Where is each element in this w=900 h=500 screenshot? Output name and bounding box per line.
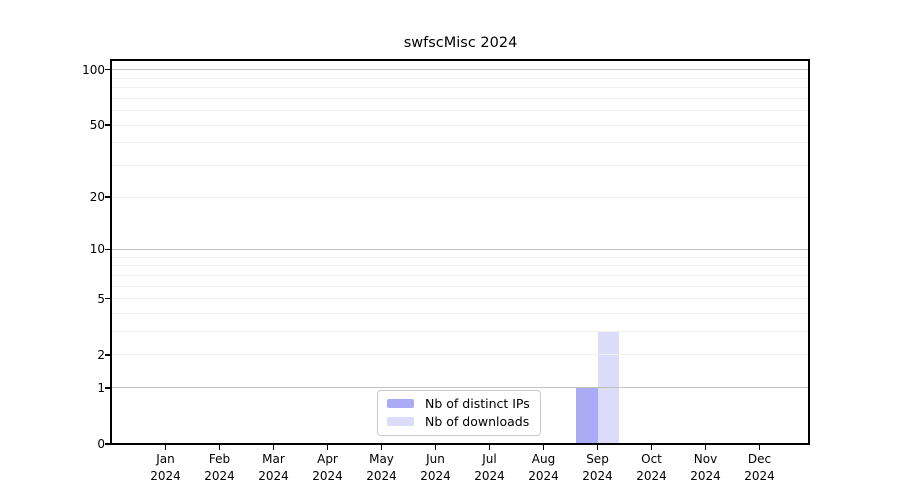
gridline-minor: [112, 298, 808, 300]
x-tick-year: 2024: [636, 469, 667, 483]
x-tick: [326, 445, 329, 450]
gridline-minor: [112, 196, 808, 198]
x-tick-year: 2024: [258, 469, 289, 483]
x-tick: [380, 445, 383, 450]
y-tick-label: 0: [97, 437, 105, 451]
legend-item-distinct-ips: Nb of distinct IPs: [387, 396, 530, 411]
x-tick-month: Oct: [641, 452, 662, 466]
x-tick: [164, 445, 167, 450]
gridline-minor: [112, 164, 808, 166]
x-tick-label: Mar 2024: [242, 451, 306, 485]
x-tick-year: 2024: [528, 469, 559, 483]
x-tick: [758, 445, 761, 450]
y-tick-label: 10: [89, 242, 105, 257]
x-tick: [218, 445, 221, 450]
y-tick-label: 100: [82, 62, 105, 77]
legend-label-distinct-ips: Nb of distinct IPs: [425, 396, 530, 411]
legend-swatch-downloads: [387, 417, 414, 426]
legend-swatch-distinct-ips: [387, 399, 414, 408]
gridline-minor: [112, 285, 808, 287]
x-tick-label: Dec 2024: [728, 451, 792, 485]
x-tick-year: 2024: [312, 469, 343, 483]
x-tick-label: Nov 2024: [674, 451, 738, 485]
gridline-minor: [112, 331, 808, 333]
x-tick-month: Sep: [586, 452, 609, 466]
x-tick-month: Apr: [317, 452, 338, 466]
y-tick-label: 1: [97, 380, 105, 395]
x-tick-month: Mar: [262, 452, 285, 466]
x-tick-label: May 2024: [350, 451, 414, 485]
legend-label-downloads: Nb of downloads: [425, 414, 530, 429]
x-tick-year: 2024: [690, 469, 721, 483]
legend-item-downloads: Nb of downloads: [387, 414, 530, 429]
x-tick-label: Aug 2024: [512, 451, 576, 485]
y-tick: [105, 248, 111, 251]
x-tick-year: 2024: [150, 469, 181, 483]
x-tick-label: Oct 2024: [620, 451, 684, 485]
x-tick: [272, 445, 275, 450]
gridline-major: [112, 69, 808, 71]
x-tick-year: 2024: [204, 469, 235, 483]
x-tick-month: Nov: [693, 452, 718, 466]
x-tick-label: Jul 2024: [458, 451, 522, 485]
x-tick: [488, 445, 491, 450]
x-tick-year: 2024: [582, 469, 613, 483]
gridline-minor: [112, 256, 808, 258]
y-tick: [105, 124, 111, 126]
legend: Nb of distinct IPs Nb of downloads: [377, 390, 541, 436]
x-tick-month: Jul: [482, 452, 497, 466]
gridline-major: [112, 248, 808, 250]
x-tick-month: Jun: [426, 452, 445, 466]
x-tick-year: 2024: [366, 469, 397, 483]
y-tick: [105, 443, 111, 445]
chart-title: swfscMisc 2024: [403, 35, 518, 51]
x-tick-year: 2024: [744, 469, 775, 483]
gridline-minor: [112, 124, 808, 126]
bar-distinct-ips: [576, 387, 598, 444]
x-tick-year: 2024: [420, 469, 451, 483]
x-tick: [434, 445, 437, 450]
x-tick: [542, 445, 545, 450]
y-tick: [105, 387, 111, 389]
x-tick-month: Dec: [747, 452, 772, 466]
x-tick-month: Aug: [531, 452, 556, 466]
y-tick: [105, 297, 111, 300]
y-tick-label: 2: [97, 347, 105, 362]
gridline-minor: [112, 274, 808, 276]
y-tick: [105, 354, 111, 356]
x-tick-label: Jun 2024: [404, 451, 468, 485]
x-tick-label: Jan 2024: [134, 451, 198, 485]
x-tick: [650, 445, 653, 450]
x-tick-month: Jan: [156, 452, 175, 466]
gridline-minor: [112, 87, 808, 88]
x-tick-label: Sep 2024: [566, 451, 630, 485]
gridline-major: [112, 387, 808, 389]
x-tick-label: Feb 2024: [188, 451, 252, 485]
x-tick-label: Apr 2024: [296, 451, 360, 485]
y-tick-label: 20: [89, 190, 105, 205]
x-tick: [704, 445, 707, 450]
gridline-minor: [112, 265, 808, 267]
x-tick: [596, 445, 599, 450]
x-tick-month: Feb: [208, 452, 231, 466]
gridline-minor: [112, 312, 808, 314]
x-tick-month: May: [369, 452, 394, 466]
y-tick: [105, 68, 111, 71]
gridline-minor: [112, 97, 808, 99]
y-tick-label: 50: [89, 118, 105, 133]
gridline-minor: [112, 77, 808, 79]
y-tick: [105, 196, 111, 198]
x-tick-year: 2024: [474, 469, 505, 483]
gridline-minor: [112, 110, 808, 111]
gridline-minor: [112, 354, 808, 356]
gridline-minor: [112, 142, 808, 144]
y-tick-label: 5: [97, 291, 105, 306]
